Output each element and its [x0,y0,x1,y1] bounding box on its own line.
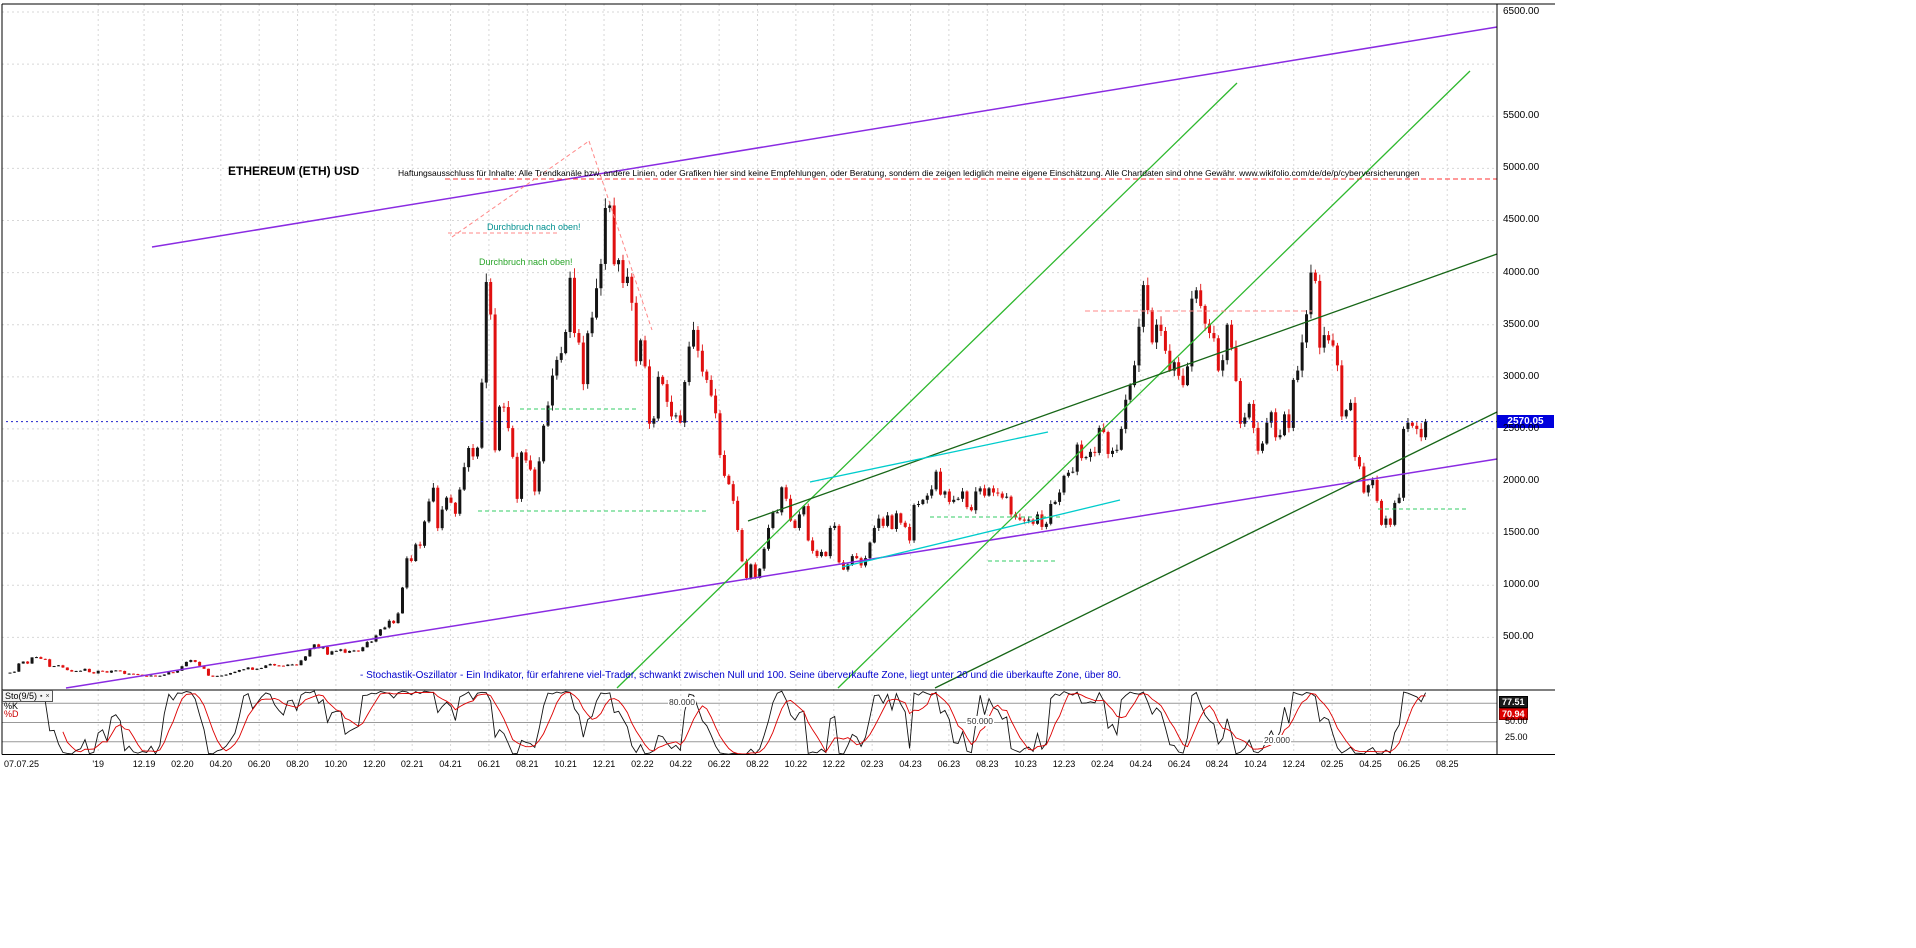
long-support-1 [747,253,1498,522]
x-axis-label: 06.22 [707,759,731,769]
x-axis-label: 04.21 [439,759,462,769]
candlesticks [8,197,1428,677]
x-axis-label: 12.20 [363,759,386,769]
x-axis-label: 02.25 [1320,759,1344,769]
price-axis-label: 5000.00 [1503,162,1540,174]
disclaimer-text: Haftungsausschluss für Inhalte: Alle Tre… [398,168,1420,178]
x-axis-label: 12.22 [822,759,846,769]
x-axis-label: 08.20 [286,759,309,769]
stoch-zone-20-label: 20.000 [1263,735,1291,745]
indicator-legend: Sto(9/5) ▪ × [2,690,53,702]
stoch-zone-80-label: 80.000 [668,697,696,707]
x-axis-label: 04.20 [209,759,233,769]
x-axis-label: 06.20 [247,759,271,769]
channel-lower [65,458,1498,689]
price-axis-label: 1500.00 [1503,527,1540,539]
steep-support-2 [837,70,1471,689]
stoch-k-label: %K [4,701,19,711]
price-axis-label: 5500.00 [1503,110,1540,122]
gridlines [2,4,1497,755]
x-axis-label: 07.07.25 [4,759,40,769]
price-axis-label: 500.00 [1503,631,1534,643]
price-axis-label: 2500.00 [1503,422,1540,434]
x-axis-label: 04.22 [669,759,693,769]
price-axis-label: 4000.00 [1503,266,1540,278]
stoch-axis-25: 25.00 [1505,732,1528,742]
x-axis-label: 02.24 [1091,759,1114,769]
x-axis-label: 10.24 [1244,759,1267,769]
stochastic-pane [2,690,1497,755]
stochastic-description: - Stochastik-Oszillator - Ein Indikator,… [360,670,1122,681]
long-support-2 [934,411,1498,689]
x-axis-label: 10.22 [784,759,808,769]
pane-borders [1,3,1555,755]
x-axis-label: 08.25 [1435,759,1459,769]
stoch-d-line [62,691,1426,755]
x-axis-label: 08.22 [746,759,769,769]
cyan-line-1 [809,431,1049,483]
indicator-label[interactable]: Sto(9/5) ▪ × [2,690,53,702]
price-axis-label: 4500.00 [1503,214,1540,226]
x-axis-label: 04.24 [1129,759,1152,769]
stoch-k-value: 77.51 [1499,696,1528,708]
x-axis-label: '19 [92,759,105,769]
steep-support-1 [616,82,1238,689]
annotation-breakout-2: Durchbruch nach oben! [479,257,573,267]
x-axis-label: 12.23 [1052,759,1076,769]
stoch-d-value: 70.94 [1499,708,1528,720]
chart-title: ETHEREUM (ETH) USD [228,164,360,178]
price-axis-label: 3500.00 [1503,318,1540,330]
x-axis-label: 02.22 [631,759,654,769]
x-axis-label: 10.21 [554,759,577,769]
stoch-zone-50-label: 50.000 [966,716,994,726]
peak-wedge-right [588,140,653,331]
x-axis-label: 02.21 [400,759,424,769]
x-axis-label: 06.23 [937,759,961,769]
x-axis-label: 06.24 [1167,759,1191,769]
x-axis-label: 08.24 [1205,759,1229,769]
x-axis-label: 12.24 [1282,759,1306,769]
annotation-breakout-1: Durchbruch nach oben! [487,222,581,232]
current-price-tag: 2570.05 [1497,414,1554,428]
x-axis-label: 10.20 [324,759,348,769]
x-axis-label: 10.23 [1014,759,1037,769]
stoch-k-line [44,690,1427,755]
stoch-axis-50: 50.00 [1505,716,1528,726]
x-axis-label: 12.21 [592,759,616,769]
price-axis-label: 1000.00 [1503,579,1540,591]
x-axis-label: 06.25 [1397,759,1421,769]
indicator-settings-icon[interactable]: ▪ [40,692,43,700]
x-axis-label: 08.23 [975,759,999,769]
indicator-close-icon[interactable]: × [45,692,50,700]
price-axis-label: 2000.00 [1503,475,1540,487]
x-axis-label: 04.23 [899,759,922,769]
x-axis-label: 02.20 [171,759,194,769]
x-axis-label: 02.23 [860,759,884,769]
x-axis-label: 06.21 [477,759,501,769]
x-axis-label: 12.19 [132,759,156,769]
price-axis-label: 3000.00 [1503,370,1540,382]
stoch-d-label: %D [4,709,19,719]
indicator-name: Sto(9/5) [5,691,38,701]
cyan-line-2 [841,499,1121,568]
trend-lines [6,26,1498,689]
channel-upper [151,26,1498,248]
x-axis-label: 04.25 [1359,759,1382,769]
x-axis-label: 08.21 [516,759,539,769]
price-axis-label: 6500.00 [1503,6,1540,18]
